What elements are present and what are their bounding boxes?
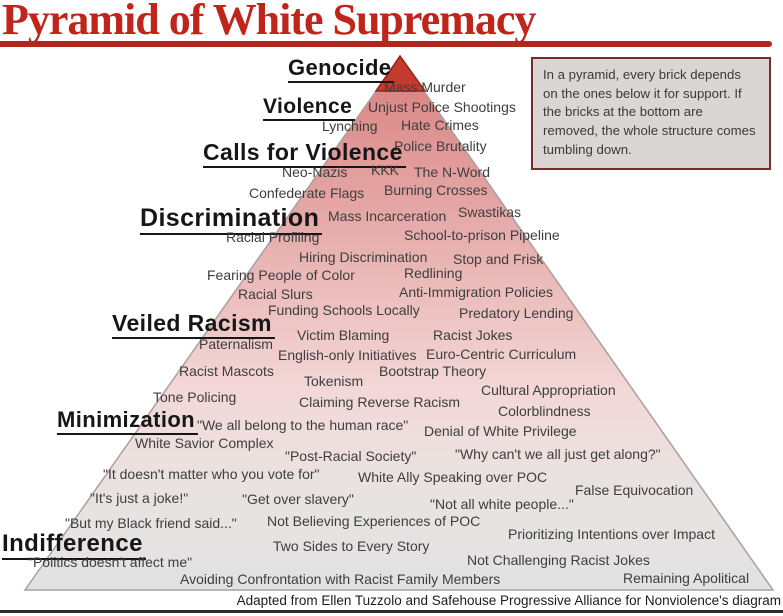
term: Tone Policing <box>153 389 237 405</box>
term: Fearing People of Color <box>207 267 355 283</box>
term: Funding Schools Locally <box>268 302 420 318</box>
term: "But my Black friend said..." <box>65 515 237 531</box>
page-title: Pyramid of White Supremacy <box>2 0 536 44</box>
term: Paternalism <box>199 336 273 352</box>
term: Neo-Nazis <box>282 164 348 180</box>
term: Remaining Apolitical <box>623 570 750 586</box>
term: Hate Crimes <box>401 117 479 133</box>
term: Swastikas <box>458 204 522 220</box>
term: "Why can't we all just get along?" <box>455 446 661 462</box>
info-box-text: In a pyramid, every brick depends on the… <box>543 67 756 157</box>
term: White Ally Speaking over POC <box>358 469 548 485</box>
term: Claiming Reverse Racism <box>299 394 461 410</box>
term: "Politics doesn't affect me" <box>28 554 193 570</box>
term: Prioritizing Intentions over Impact <box>508 526 715 542</box>
level-label-calls-for-violence: Calls for Violence <box>203 141 406 168</box>
term: Victim Blaming <box>297 327 390 343</box>
term: Hiring Discrimination <box>299 249 428 265</box>
term: Not Believing Experiences of POC <box>267 513 481 529</box>
term: Anti-Immigration Policies <box>399 284 554 300</box>
term: Bootstrap Theory <box>379 363 487 379</box>
term: School-to-prison Pipeline <box>404 227 560 243</box>
term: Racist Jokes <box>433 327 513 343</box>
term: The N-Word <box>414 164 490 180</box>
term: "Get over slavery" <box>242 491 354 507</box>
term: "It's just a joke!" <box>90 490 189 506</box>
bottom-border-line <box>0 610 783 613</box>
term: Tokenism <box>304 373 364 389</box>
term: Cultural Appropriation <box>481 382 616 398</box>
attribution-caption: Adapted from Ellen Tuzzolo and Safehouse… <box>236 593 781 608</box>
info-box: In a pyramid, every brick depends on the… <box>531 57 771 170</box>
term: Redlining <box>404 265 463 281</box>
term: Not Challenging Racist Jokes <box>467 552 650 568</box>
term: Predatory Lending <box>459 305 574 321</box>
pyramid-body <box>23 55 775 591</box>
term: Denial of White Privilege <box>424 423 577 439</box>
term: English-only Initiatives <box>278 347 417 363</box>
term: Unjust Police Shootings <box>368 99 516 115</box>
level-label-indifference: Indifference <box>2 532 146 560</box>
term: Racial Profiling <box>226 229 320 245</box>
level-label-veiled-racism: Veiled Racism <box>112 312 275 339</box>
term: Mass Incarceration <box>328 208 447 224</box>
term: Euro-Centric Curriculum <box>426 346 577 362</box>
term: Burning Crosses <box>384 182 488 198</box>
term: Colorblindness <box>498 403 591 419</box>
term: Confederate Flags <box>249 185 365 201</box>
term: "We all belong to the human race" <box>197 417 409 433</box>
term: Two Sides to Every Story <box>273 538 430 554</box>
term: "It doesn't matter who you vote for" <box>103 466 320 482</box>
term: Racial Slurs <box>238 286 313 302</box>
term: Stop and Frisk <box>453 251 544 267</box>
term: Avoiding Confrontation with Racist Famil… <box>180 571 501 587</box>
term: Lynching <box>322 118 378 134</box>
term: KKK <box>371 162 400 178</box>
term: False Equivocation <box>575 482 694 498</box>
term: "Not all white people..." <box>430 496 574 512</box>
level-label-violence: Violence <box>263 96 356 121</box>
level-label-discrimination: Discrimination <box>140 206 323 235</box>
title-underline <box>0 41 772 47</box>
term: Racist Mascots <box>179 363 274 379</box>
level-label-minimization: Minimization <box>57 409 199 435</box>
level-label-genocide: Genocide <box>288 57 395 83</box>
term: White Savior Complex <box>135 435 274 451</box>
term: Mass Murder <box>384 79 466 95</box>
term: "Post-Racial Society" <box>285 448 417 464</box>
term: Police Brutality <box>394 138 487 154</box>
